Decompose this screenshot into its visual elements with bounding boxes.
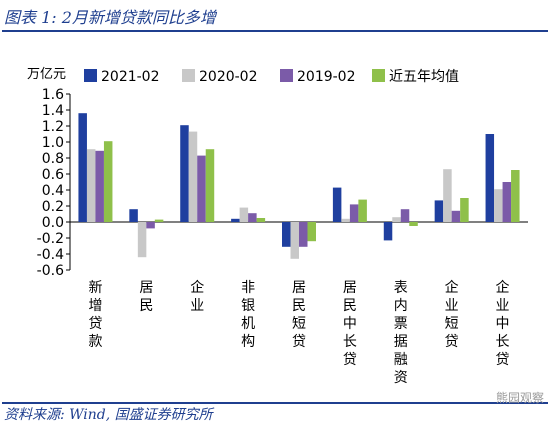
y-axis: -0.6-0.4-0.20.00.20.40.60.81.01.21.41.6 (37, 87, 528, 279)
y-tick-label: 0.4 (42, 183, 64, 199)
x-category-label: 表内票据融资 (394, 280, 408, 386)
bar (146, 222, 155, 229)
x-category-label: 非银机构 (241, 280, 255, 350)
legend-label: 2020-02 (199, 69, 258, 85)
bar-marks (78, 113, 520, 259)
bar (256, 218, 266, 222)
watermark-logo: 熊园观察 (495, 391, 544, 405)
x-category-label: 新增贷款 (88, 280, 102, 350)
y-tick-label: 1.4 (42, 103, 64, 119)
bar (248, 213, 257, 222)
bar (460, 198, 469, 222)
bar (434, 200, 444, 222)
chart-title: 图表 1: 2月新增贷款同比多增 (4, 8, 216, 27)
bar (197, 155, 206, 222)
y-tick-label: -0.6 (37, 263, 64, 279)
bar (332, 187, 342, 222)
x-axis-labels: 新增贷款 居民 企业 非银机构 居民短贷 居民中长贷 表内票据融资 企业短贷 企业中长贷 (88, 279, 509, 386)
x-category-label: 居民中长贷 (343, 280, 357, 368)
y-tick-label: 1.0 (42, 135, 64, 151)
y-tick-label: -0.2 (37, 231, 64, 247)
bar (231, 218, 240, 222)
bar (358, 199, 367, 222)
bar (154, 219, 164, 222)
x-category-label: 企业短贷 (445, 279, 459, 350)
bar (78, 113, 87, 222)
legend-swatch (84, 69, 97, 82)
bar (188, 131, 198, 222)
bar (282, 222, 291, 247)
y-tick-label: -0.4 (37, 247, 64, 263)
x-category-label: 居民短贷 (292, 280, 306, 350)
legend-label: 2019-02 (297, 69, 356, 85)
legend-swatch (182, 69, 195, 82)
bar (180, 125, 189, 222)
bar (129, 209, 138, 222)
y-tick-label: 0.8 (42, 151, 64, 167)
legend-swatch (372, 69, 385, 82)
y-tick-label: 0.6 (42, 167, 64, 183)
x-category-label: 企业 (190, 279, 204, 314)
y-axis-unit: 万亿元 (27, 67, 66, 82)
bar (485, 134, 495, 222)
bar (86, 149, 96, 222)
source-note: 资料来源: Wind, 国盛证券研究所 (4, 407, 213, 423)
bar (205, 149, 215, 222)
bar (349, 204, 359, 222)
bar (103, 141, 113, 222)
bar (137, 222, 147, 258)
bar (409, 222, 418, 226)
bar (511, 170, 520, 222)
y-tick-label: 0.0 (42, 215, 64, 231)
y-tick-label: 1.6 (42, 87, 64, 103)
bar (392, 217, 401, 222)
bar (239, 207, 249, 222)
x-category-label: 企业中长贷 (496, 279, 510, 368)
bar (290, 222, 299, 259)
bar (443, 169, 452, 222)
legend-label: 2021-02 (101, 69, 160, 85)
bar (95, 150, 104, 222)
y-tick-label: 1.2 (42, 119, 64, 135)
footer-divider (2, 402, 548, 404)
header: 图表 1: 2月新增贷款同比多增 (0, 0, 550, 32)
bar (383, 222, 393, 241)
bar (307, 222, 316, 242)
legend-label: 近五年均值 (389, 69, 459, 85)
bar (341, 218, 350, 222)
bar (494, 189, 503, 222)
x-category-label: 居民 (139, 280, 153, 314)
bar (502, 182, 512, 222)
y-tick-label: 0.2 (42, 199, 64, 215)
legend-swatch (280, 69, 293, 82)
bar (299, 222, 308, 247)
bar (400, 209, 410, 222)
legend: 2021-02 2020-02 2019-02 近五年均值 (84, 69, 459, 85)
title-divider (2, 30, 548, 32)
bar (451, 210, 461, 222)
